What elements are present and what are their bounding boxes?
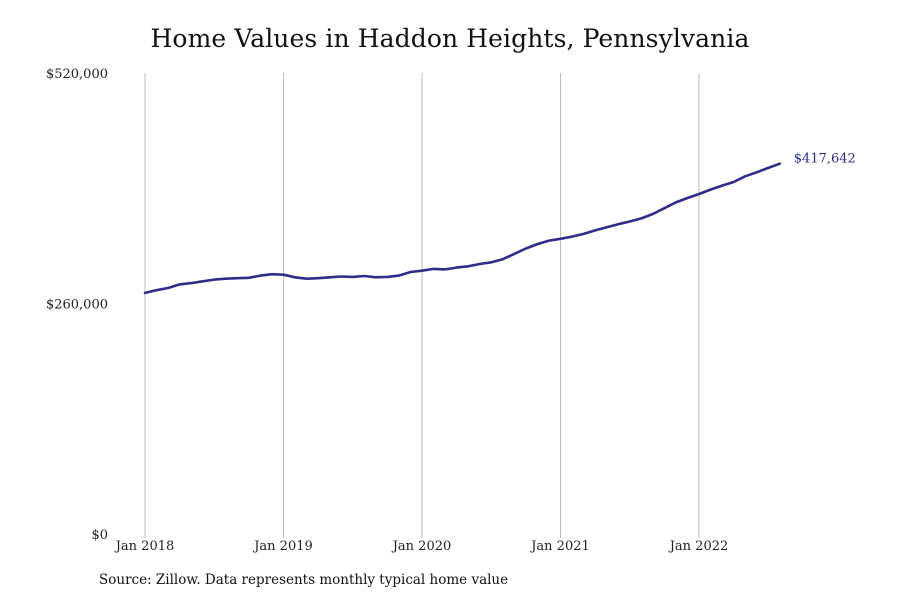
- x-axis-ticks: Jan 2018 Jan 2019 Jan 2020 Jan 2021 Jan 2022: [114, 539, 729, 554]
- source-note: Source: Zillow. Data represents monthly …: [99, 572, 509, 588]
- series-layer: [143, 162, 782, 295]
- gridlines: [144, 73, 700, 538]
- y-tick-label: $260,000: [46, 298, 108, 313]
- x-tick-label: Jan 2020: [391, 539, 452, 554]
- x-tick-label: Jan 2019: [252, 539, 313, 554]
- y-axis-ticks: $0 $260,000 $520,000: [46, 67, 108, 543]
- y-tick-label: $520,000: [46, 67, 108, 82]
- x-tick-label: Jan 2022: [668, 539, 729, 554]
- end-value-label: $417,642: [794, 152, 856, 167]
- x-tick-label: Jan 2021: [529, 539, 590, 554]
- series-line: [143, 162, 782, 295]
- chart-title: Home Values in Haddon Heights, Pennsylva…: [150, 24, 750, 53]
- y-tick-label: $0: [91, 528, 108, 543]
- data-labels: $417,642: [794, 152, 856, 167]
- x-tick-label: Jan 2018: [114, 539, 175, 554]
